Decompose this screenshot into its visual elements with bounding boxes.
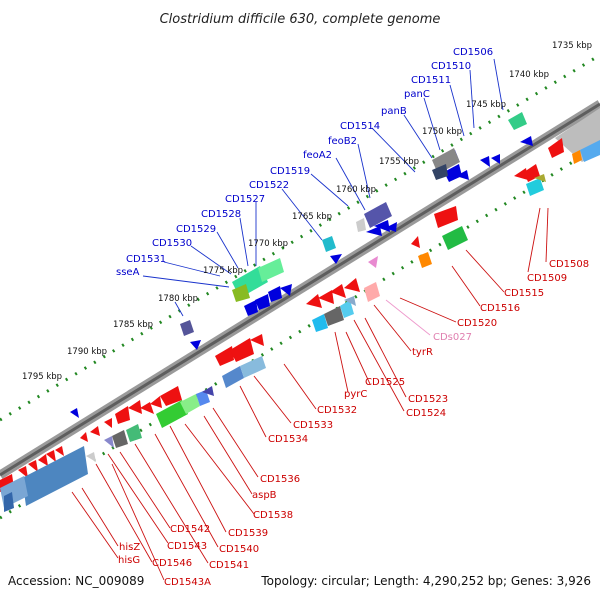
kbp-label-1785: 1785 kbp (113, 320, 153, 330)
gene-arrow (491, 154, 500, 164)
gene-label-cd1534[interactable]: CD1534 (268, 434, 308, 445)
gene-arrow (190, 340, 201, 350)
gene-label-cd1532[interactable]: CD1532 (317, 405, 357, 416)
gene-label-cd1533[interactable]: CD1533 (293, 420, 333, 431)
gene-label-cd1531[interactable]: CD1531 (126, 254, 166, 265)
kbp-label-1755: 1755 kbp (379, 157, 419, 167)
gene-arrow (255, 294, 270, 310)
forward-strand-features (70, 136, 533, 418)
gene-label-cds027[interactable]: CDs027 (433, 332, 472, 343)
gene-label-aspb[interactable]: aspB (252, 490, 277, 501)
kbp-label-1740: 1740 kbp (509, 70, 549, 80)
gene-label-cd1536[interactable]: CD1536 (260, 474, 300, 485)
gene-label-hisg[interactable]: hisG (118, 555, 140, 566)
forward-strand-boxes (180, 112, 527, 336)
forward-leader-lines (142, 58, 504, 317)
gene-label-panb[interactable]: panB (381, 106, 407, 117)
map-title: Clostridium difficile 630, complete geno… (160, 12, 441, 27)
gene-label-cd1516[interactable]: CD1516 (480, 303, 520, 314)
gene-label-cd1541[interactable]: CD1541 (209, 560, 249, 571)
reverse-strand-features (0, 138, 564, 492)
kbp-label-1790: 1790 kbp (67, 347, 107, 357)
reverse-leader-lines (71, 207, 549, 581)
gene-label-cd1538[interactable]: CD1538 (253, 510, 293, 521)
gene-label-cd1523[interactable]: CD1523 (408, 394, 448, 405)
forward-gene-labels: CD1506 CD1510 CD1511 panC panB CD1514 fe… (116, 47, 493, 278)
gene-arrow (70, 408, 79, 418)
outer-scale-track (0, 53, 600, 422)
gene-arrow (456, 170, 469, 180)
gene-arrow (480, 156, 490, 167)
gene-label-cd1509[interactable]: CD1509 (527, 273, 567, 284)
gene-label-feob2[interactable]: feoB2 (328, 136, 357, 147)
gene-arrow (280, 284, 292, 296)
gene-arrow (366, 226, 382, 236)
gene-label-cd1524[interactable]: CD1524 (406, 408, 446, 419)
reverse-strand-boxes (0, 140, 600, 512)
gene-arrow (385, 222, 397, 232)
reverse-gene-labels: CD1508 CD1509 CD1515 CD1516 CD1520 CDs02… (118, 259, 589, 588)
genome-summary-text: Topology: circular; Length: 4,290,252 bp… (260, 574, 591, 588)
gene-label-cd1525[interactable]: CD1525 (365, 377, 405, 388)
kbp-label-1745: 1745 kbp (466, 100, 506, 110)
inner-scale-track (0, 143, 600, 520)
gene-label-cd1529[interactable]: CD1529 (176, 224, 216, 235)
gene-arrow (268, 286, 282, 302)
kbp-label-1770: 1770 kbp (248, 239, 288, 249)
gene-label-cd1543a[interactable]: CD1543A (164, 577, 211, 588)
gene-arrow (520, 136, 533, 146)
kbp-label-1775: 1775 kbp (203, 266, 243, 276)
gene-label-feoa2[interactable]: feoA2 (303, 150, 332, 161)
gene-label-cd1519[interactable]: CD1519 (270, 166, 310, 177)
gene-label-cd1511[interactable]: CD1511 (411, 75, 451, 86)
gene-label-panc[interactable]: panC (404, 89, 430, 100)
gene-arrow (330, 254, 342, 264)
kbp-label-1765: 1765 kbp (292, 212, 332, 222)
gene-label-cd1543[interactable]: CD1543 (167, 541, 207, 552)
gene-label-pyrc[interactable]: pyrC (344, 389, 367, 400)
kbp-label-1795: 1795 kbp (22, 372, 62, 382)
gene-label-cd1528[interactable]: CD1528 (201, 209, 241, 220)
gene-label-cd1520[interactable]: CD1520 (457, 318, 497, 329)
gene-label-cd1514[interactable]: CD1514 (340, 121, 380, 132)
gene-label-cd1506[interactable]: CD1506 (453, 47, 493, 58)
kbp-label-1735: 1735 kbp (552, 41, 592, 51)
gene-arrow (244, 300, 258, 316)
ncrna-leader-line (385, 299, 431, 336)
gene-arrow (444, 164, 462, 182)
kbp-label-1750: 1750 kbp (422, 127, 462, 137)
gene-label-cd1510[interactable]: CD1510 (431, 61, 471, 72)
gene-label-cd1508[interactable]: CD1508 (549, 259, 589, 270)
gene-label-cd1539[interactable]: CD1539 (228, 528, 268, 539)
gene-label-tyrr[interactable]: tyrR (412, 347, 433, 358)
kbp-scale-labels: 1735 kbp 1740 kbp 1745 kbp 1750 kbp 1755… (22, 41, 592, 382)
gene-label-ssea[interactable]: sseA (116, 267, 140, 278)
accession-text: Accession: NC_009089 (8, 574, 144, 588)
gene-label-cd1530[interactable]: CD1530 (152, 238, 192, 249)
gene-label-cd1515[interactable]: CD1515 (504, 288, 544, 299)
kbp-label-1760: 1760 kbp (336, 185, 376, 195)
gene-arrow (374, 220, 390, 232)
gene-label-cd1540[interactable]: CD1540 (219, 544, 259, 555)
gene-label-cd1527[interactable]: CD1527 (225, 194, 265, 205)
gene-label-hisz[interactable]: hisZ (119, 542, 140, 553)
ncrna-feature (368, 256, 378, 268)
gene-label-cd1522[interactable]: CD1522 (249, 180, 289, 191)
gene-label-cd1546[interactable]: CD1546 (152, 558, 192, 569)
kbp-label-1780: 1780 kbp (158, 294, 198, 304)
gene-label-cd1542[interactable]: CD1542 (170, 524, 210, 535)
